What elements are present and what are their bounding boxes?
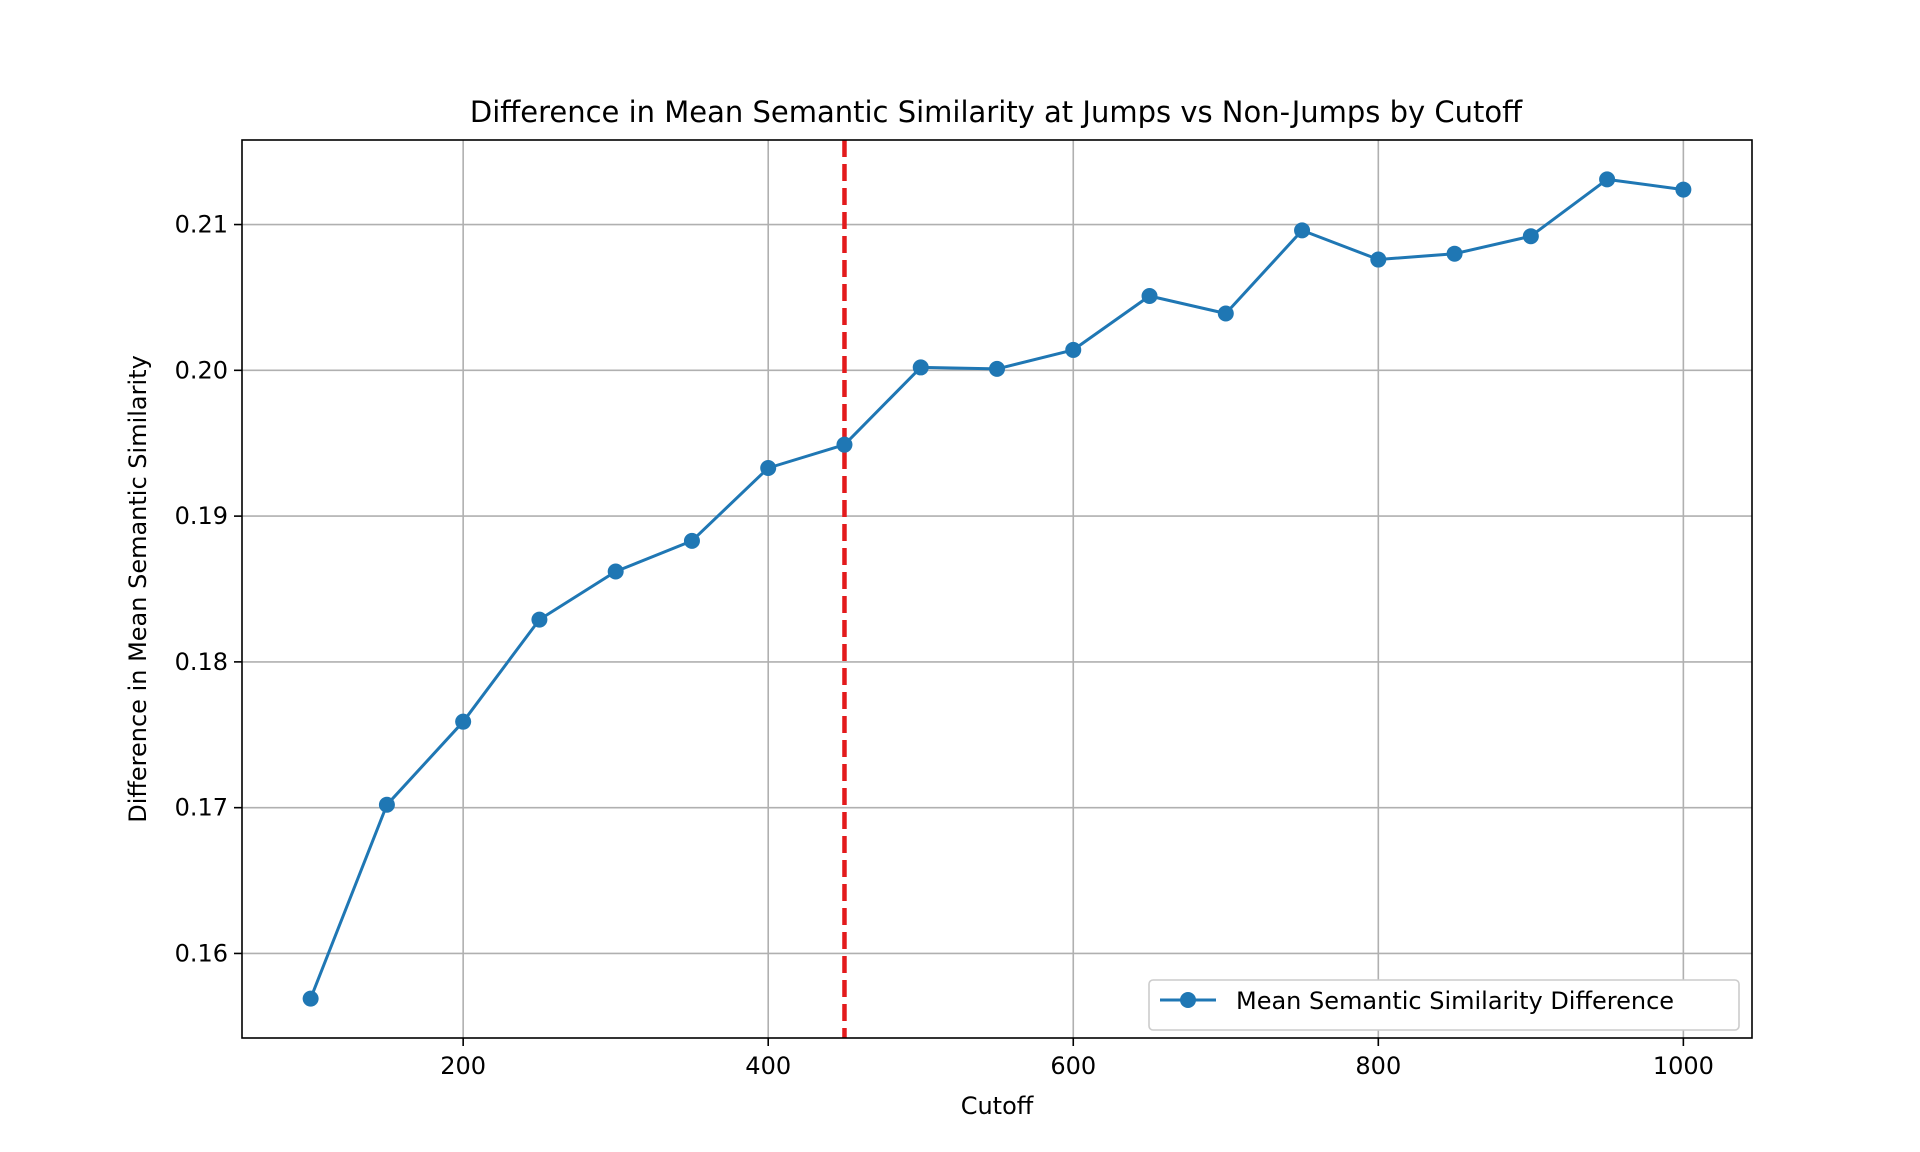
data-point xyxy=(1141,287,1158,304)
y-axis-ticks: 0.16 0.17 0.18 0.19 0.20 0.21 xyxy=(175,211,242,967)
data-point xyxy=(455,713,472,730)
chart-title: Difference in Mean Semantic Similarity a… xyxy=(470,95,1523,129)
y-tick-label: 0.17 xyxy=(175,794,228,822)
data-point xyxy=(912,359,929,376)
data-point xyxy=(989,360,1005,377)
data-point xyxy=(1294,222,1311,239)
data-point xyxy=(531,611,548,628)
x-tick-label: 1000 xyxy=(1653,1052,1714,1080)
x-tick-label: 600 xyxy=(1050,1052,1096,1080)
data-point xyxy=(1370,251,1387,268)
plot-frame xyxy=(241,139,1753,1039)
x-tick-label: 800 xyxy=(1355,1052,1401,1080)
legend-marker-swatch xyxy=(1180,992,1196,1008)
data-point xyxy=(302,990,319,1007)
data-point xyxy=(1675,181,1692,198)
data-point xyxy=(378,796,395,813)
y-tick-label: 0.21 xyxy=(175,211,228,239)
data-point xyxy=(760,460,777,477)
data-point xyxy=(836,436,853,453)
legend-label: Mean Semantic Similarity Difference xyxy=(1236,987,1674,1015)
y-axis-label: Difference in Mean Semantic Similarity xyxy=(124,355,152,823)
y-tick-label: 0.16 xyxy=(175,939,228,967)
legend-box xyxy=(1148,979,1740,1031)
data-point xyxy=(607,563,624,580)
x-axis-ticks: 200 400 600 800 1000 xyxy=(440,1038,1714,1080)
y-tick-label: 0.18 xyxy=(175,648,228,676)
x-tick-label: 200 xyxy=(440,1052,486,1080)
x-tick-label: 400 xyxy=(745,1052,791,1080)
data-point xyxy=(1065,341,1082,358)
data-point xyxy=(1599,171,1616,188)
data-point xyxy=(1446,245,1463,262)
data-point xyxy=(1217,305,1234,322)
legend: Mean Semantic Similarity Difference xyxy=(1148,979,1740,1031)
data-point xyxy=(1522,228,1539,245)
y-tick-label: 0.20 xyxy=(175,356,228,384)
series-group xyxy=(302,171,1692,1007)
y-tick-label: 0.19 xyxy=(175,502,228,530)
x-axis-label: Cutoff xyxy=(961,1092,1034,1120)
data-point xyxy=(683,532,700,549)
